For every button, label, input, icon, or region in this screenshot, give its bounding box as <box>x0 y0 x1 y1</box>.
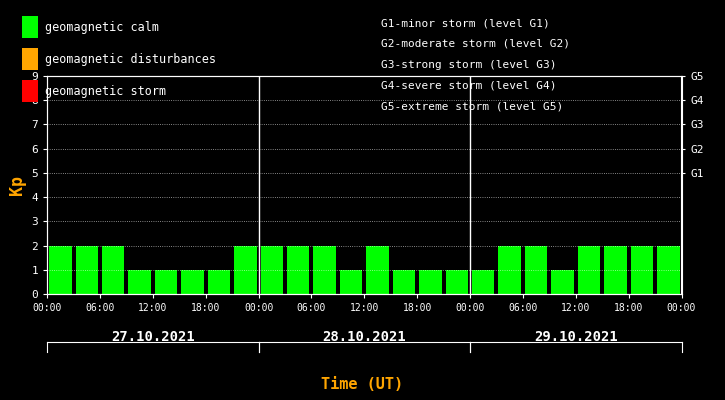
Bar <box>49 246 72 294</box>
Text: geomagnetic calm: geomagnetic calm <box>45 20 159 34</box>
Bar <box>578 246 600 294</box>
Bar <box>525 246 547 294</box>
Text: G1-minor storm (level G1): G1-minor storm (level G1) <box>381 18 550 28</box>
Text: 29.10.2021: 29.10.2021 <box>534 330 618 344</box>
Bar <box>657 246 679 294</box>
Bar <box>366 246 389 294</box>
Text: G5-extreme storm (level G5): G5-extreme storm (level G5) <box>381 101 563 111</box>
Text: G4-severe storm (level G4): G4-severe storm (level G4) <box>381 80 556 90</box>
Bar <box>631 246 653 294</box>
Bar <box>234 246 257 294</box>
Bar <box>472 270 494 294</box>
Text: 28.10.2021: 28.10.2021 <box>323 330 406 344</box>
Bar <box>128 270 151 294</box>
Text: G3-strong storm (level G3): G3-strong storm (level G3) <box>381 60 556 70</box>
Bar <box>260 246 283 294</box>
Bar <box>604 246 626 294</box>
Bar <box>340 270 362 294</box>
Bar <box>75 246 98 294</box>
Text: geomagnetic storm: geomagnetic storm <box>45 84 166 98</box>
Text: 27.10.2021: 27.10.2021 <box>111 330 195 344</box>
Bar <box>155 270 178 294</box>
Bar <box>102 246 125 294</box>
Bar <box>551 270 573 294</box>
Bar <box>313 246 336 294</box>
Text: Time (UT): Time (UT) <box>321 377 404 392</box>
Bar <box>393 270 415 294</box>
Bar <box>207 270 230 294</box>
Bar <box>499 246 521 294</box>
Text: G2-moderate storm (level G2): G2-moderate storm (level G2) <box>381 39 570 49</box>
Bar <box>446 270 468 294</box>
Text: geomagnetic disturbances: geomagnetic disturbances <box>45 52 216 66</box>
Y-axis label: Kp: Kp <box>8 175 26 195</box>
Bar <box>287 246 310 294</box>
Bar <box>419 270 442 294</box>
Bar <box>181 270 204 294</box>
